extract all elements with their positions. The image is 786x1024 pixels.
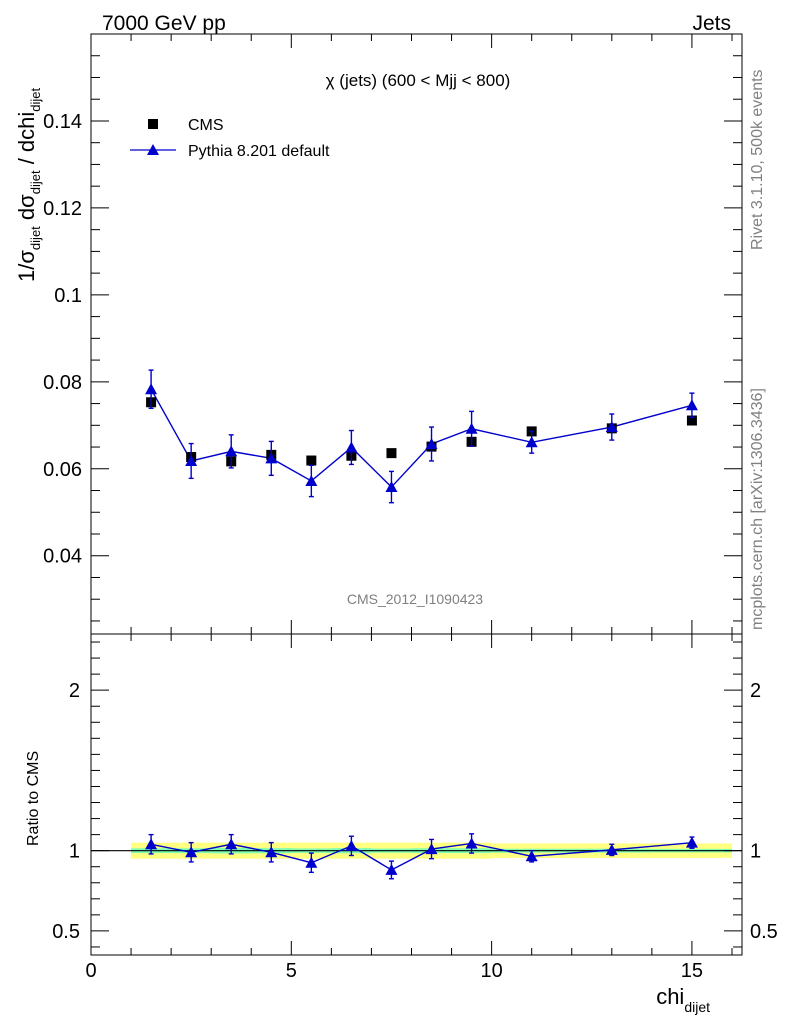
x-axis-label: chidijet [656,984,710,1015]
ratio-data [145,833,698,880]
y-axis-label-main: 1/σdijet dσdijet / dchidijet [14,87,43,282]
legend: CMS Pythia 8.201 default [130,117,330,160]
mc-point [525,436,538,448]
x-tick-label: 15 [681,960,703,982]
axes: 0 5 10 15 0.04 0.06 0.08 0.1 0.12 0.14 0.5 0.5 1 1 2 2 [43,33,778,982]
y-tick-label-main: 0.1 [54,285,82,307]
ratio-mc-point [145,838,158,850]
x-tick-label: 0 [85,960,96,982]
mc-point [425,438,438,449]
y-tick-label-ratio: 1 [69,841,80,863]
mc-point [685,399,698,411]
mc-line [150,388,693,489]
header-left: 7000 GeV pp [102,12,226,35]
y-tick-label-ratio: 2 [69,680,80,702]
analysis-watermark: CMS_2012_I1090423 [347,591,483,607]
mc-point [145,383,158,395]
y-tick-label-main: 0.04 [43,546,82,568]
cms-point [386,448,397,459]
legend-label-mc: Pythia 8.201 default [188,143,330,160]
y-tick-label-main: 0.06 [43,459,82,481]
mc-point [605,421,618,433]
ratio-mc-point [685,836,698,848]
legend-marker-cms [148,119,158,129]
y-tick-label-main: 0.14 [43,111,82,133]
cms-point [306,455,317,466]
ratio-mc-point [225,838,238,850]
mc-point [465,422,478,434]
ratio-mc-line [150,841,692,871]
y-tick-label-main: 0.08 [43,372,82,394]
ratio-mc-point [305,856,318,868]
x-tick-label: 5 [286,960,297,982]
ratio-mc-point [525,850,538,862]
cms-point [686,415,697,426]
mc-point [185,454,198,466]
y-tick-label-ratio: 0.5 [52,921,80,943]
y-tick-label-ratio-right: 2 [750,680,761,702]
y-axis-label-ratio: Ratio to CMS [25,751,42,846]
mc-point [225,445,238,457]
side-text-upper: Rivet 3.1.10, 500k events [749,69,766,250]
ratio-mc-point [345,839,358,851]
side-text-lower: mcplots.cern.ch [arXiv:1306.3436] [749,388,766,630]
legend-label-cms: CMS [188,117,224,134]
x-tick-label: 10 [480,960,502,982]
y-tick-label-ratio-right: 0.5 [750,921,778,943]
ratio-mc-point [185,846,198,858]
y-tick-label-main: 0.12 [43,198,82,220]
header-right: Jets [692,12,731,35]
mc-point [305,474,318,486]
y-tick-label-ratio-right: 1 [750,841,761,863]
ratio-frame [90,633,743,956]
mc-point [385,481,398,493]
ratio-mc-point [465,837,478,849]
ratio-mc-point [605,843,618,855]
main-data [145,369,698,504]
ratio-mc-point [385,863,398,875]
ratio-mc-point [265,846,278,858]
mc-point [345,441,358,453]
chart-title: χ (jets) (600 < Mjj < 800) [326,71,511,90]
legend-marker-mc [147,144,159,155]
ratio-mc-point [425,843,438,855]
mc-point [265,452,278,464]
